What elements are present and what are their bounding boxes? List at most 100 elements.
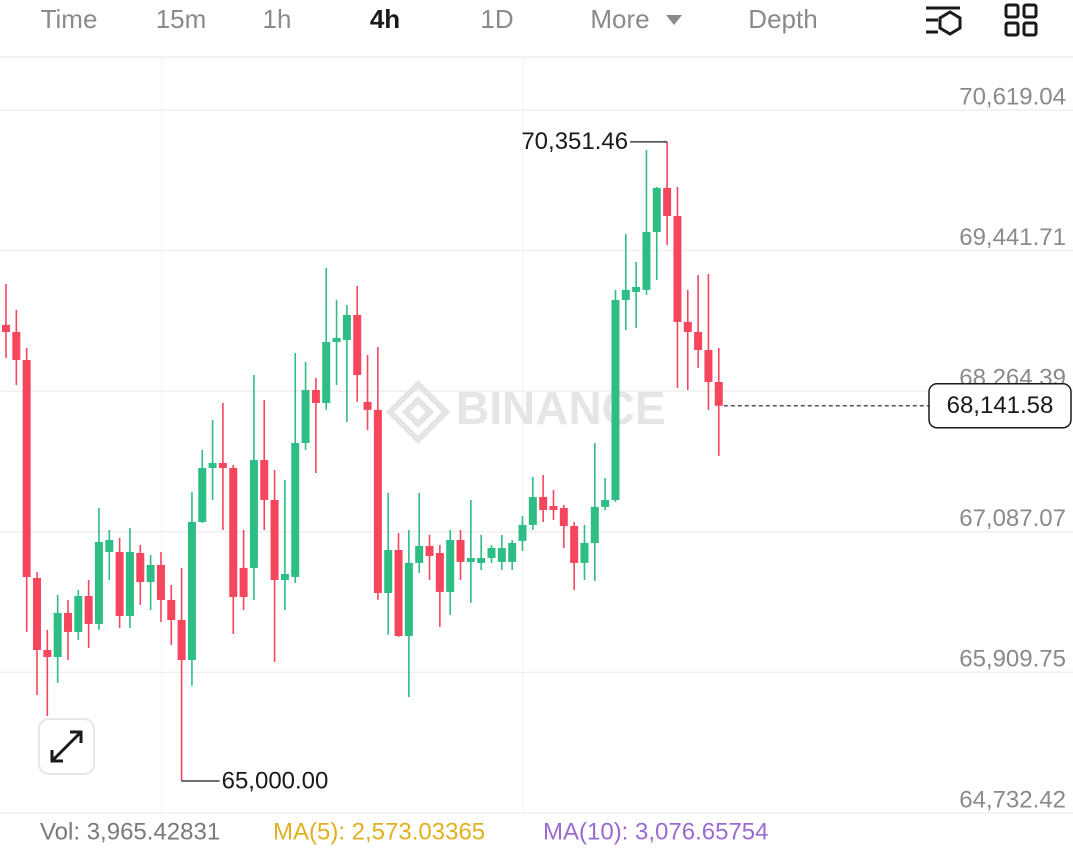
candle-body bbox=[53, 612, 62, 658]
watermark: BINANCE bbox=[385, 379, 666, 445]
candle-body bbox=[477, 558, 486, 563]
y-tick-label: 64,732.42 bbox=[959, 786, 1066, 813]
y-tick-label: 69,441.71 bbox=[959, 224, 1066, 251]
candle-body bbox=[280, 574, 289, 580]
tab[interactable]: 1h bbox=[263, 4, 292, 34]
candle-body bbox=[198, 467, 207, 522]
candle-body bbox=[580, 542, 589, 563]
candle-body bbox=[683, 321, 692, 332]
tab[interactable]: 4h bbox=[370, 4, 400, 34]
tab[interactable]: 15m bbox=[156, 4, 207, 34]
indicator-text: MA(10): 3,076.65754 bbox=[543, 818, 768, 845]
candle-body bbox=[187, 521, 196, 660]
candle-body bbox=[208, 462, 217, 468]
candle-body bbox=[291, 443, 300, 577]
candle-body bbox=[115, 551, 124, 616]
candle-body bbox=[694, 331, 703, 350]
candle-body bbox=[136, 552, 145, 583]
indicator-text: Vol: 3,965.42831 bbox=[40, 818, 220, 845]
candle-body bbox=[394, 550, 403, 636]
candle-body bbox=[528, 496, 537, 525]
annotation-label: 65,000.00 bbox=[222, 767, 329, 794]
dropdown-arrow[interactable] bbox=[666, 15, 682, 25]
candle-body bbox=[570, 526, 579, 563]
candle-body bbox=[425, 545, 434, 556]
candles bbox=[2, 141, 723, 781]
indicator-bar: Vol: 3,965.42831 MA(5): 2,573.03365 MA(10)… bbox=[40, 818, 768, 845]
candle-body bbox=[415, 545, 424, 563]
candle-body bbox=[632, 286, 641, 292]
candle-body bbox=[549, 505, 558, 511]
candle-body bbox=[518, 524, 527, 541]
candle-body bbox=[487, 547, 496, 559]
candle-body bbox=[43, 649, 52, 658]
candle-body bbox=[322, 341, 331, 404]
candle-body bbox=[125, 551, 134, 616]
candle-body bbox=[167, 599, 176, 620]
annotation-label: 70,351.46 bbox=[521, 128, 628, 155]
watermark-text: BINANCE bbox=[456, 382, 666, 434]
candle-body bbox=[249, 459, 258, 568]
candle-body bbox=[94, 542, 103, 624]
layout-icon[interactable] bbox=[1004, 3, 1038, 37]
candle-body bbox=[363, 401, 372, 410]
candle-body bbox=[539, 496, 548, 511]
overlay: 70,351.46 65,000.00 68,141.58 bbox=[181, 128, 1072, 794]
candle-body bbox=[508, 542, 517, 562]
candle-body bbox=[652, 187, 661, 232]
candle-body bbox=[105, 539, 114, 552]
candle-body bbox=[63, 612, 72, 632]
candle-body bbox=[373, 409, 382, 593]
candle-body bbox=[621, 289, 630, 300]
candle-body bbox=[311, 389, 320, 404]
candle-body bbox=[663, 187, 672, 216]
candle-body bbox=[270, 499, 279, 580]
candle-body bbox=[466, 558, 475, 562]
y-tick-label: 70,619.04 bbox=[959, 83, 1066, 110]
candle-body bbox=[84, 595, 93, 624]
candle-body bbox=[260, 459, 269, 500]
last-price-box bbox=[928, 383, 1072, 429]
tab[interactable]: Depth bbox=[748, 4, 817, 34]
candle-body bbox=[435, 552, 444, 592]
candle-body bbox=[714, 381, 723, 406]
candle-body bbox=[32, 577, 41, 650]
candle-body bbox=[74, 595, 83, 632]
candle-body bbox=[704, 349, 713, 382]
candle-body bbox=[559, 507, 568, 527]
candle-body bbox=[611, 299, 620, 500]
candle-body bbox=[301, 389, 310, 444]
candle-body bbox=[229, 467, 238, 597]
candle-body bbox=[673, 215, 682, 322]
tab[interactable]: Time bbox=[41, 4, 98, 34]
candle-body bbox=[446, 539, 455, 592]
candle-body bbox=[12, 331, 21, 361]
candle-body bbox=[332, 337, 341, 342]
candle-body bbox=[353, 314, 362, 375]
candle-body bbox=[601, 499, 610, 507]
candle-body bbox=[177, 619, 186, 660]
candle-body bbox=[239, 567, 248, 597]
orderbook-icon[interactable] bbox=[926, 6, 962, 36]
candle-body bbox=[497, 547, 506, 562]
candle-body bbox=[590, 506, 599, 543]
candle-body bbox=[642, 231, 651, 290]
y-tick-label: 67,087.07 bbox=[959, 505, 1066, 532]
indicator-text: MA(5): 2,573.03365 bbox=[273, 818, 485, 845]
tab[interactable]: More bbox=[590, 4, 649, 34]
candle-body bbox=[342, 314, 351, 340]
candle-body bbox=[456, 539, 465, 562]
y-tick-label: 65,909.75 bbox=[959, 646, 1066, 673]
candle-body bbox=[404, 562, 413, 636]
last-price-label: 68,141.58 bbox=[947, 392, 1054, 419]
toolbar: Time 15m 1h 4h 1D More Depth bbox=[41, 4, 818, 34]
candle-body bbox=[156, 564, 165, 600]
fullscreen-button[interactable] bbox=[38, 718, 95, 775]
grid: 70,619.0469,441.7168,264.3967,087.0765,9… bbox=[0, 83, 1073, 814]
candle-body bbox=[218, 462, 227, 468]
candle-body bbox=[384, 550, 393, 593]
candle-body bbox=[2, 324, 10, 332]
tab[interactable]: 1D bbox=[480, 4, 513, 34]
